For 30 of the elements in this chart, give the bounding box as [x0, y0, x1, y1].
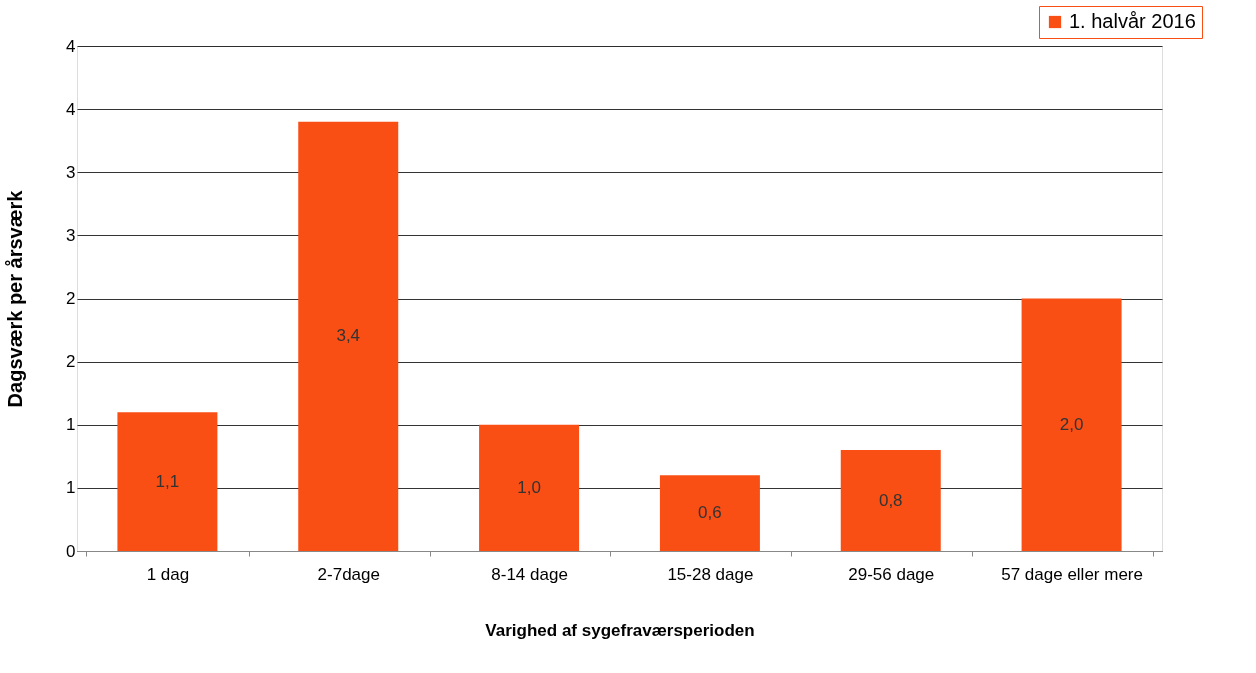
- x-tick-label: 29-56 dage: [848, 564, 935, 584]
- y-tick-label: 0: [66, 541, 76, 561]
- bar: [298, 121, 399, 551]
- legend-label: 1. halvår 2016: [1069, 10, 1196, 32]
- y-tick-label: 1: [66, 478, 76, 498]
- text: 3,4: [336, 326, 361, 346]
- text: 1,1: [155, 471, 180, 491]
- y-axis-title: Dagsværk per årsværk: [4, 189, 27, 408]
- x-tick-label: 15-28 dage: [667, 564, 754, 584]
- bar: [479, 424, 580, 551]
- y-tick-label: 4: [66, 99, 76, 119]
- x-axis-title: Varighed af sygefraværsperioden: [485, 620, 755, 640]
- y-tick-label: 3: [66, 162, 76, 182]
- text: 0,6: [698, 503, 722, 523]
- text: 1,0: [517, 477, 541, 497]
- x-tick-label: 2-7dage: [317, 564, 380, 584]
- y-tick-label: 4: [66, 36, 76, 56]
- bar: [840, 450, 941, 551]
- y-tick-label: 1: [66, 415, 76, 435]
- y-tick-label: 2: [66, 289, 76, 308]
- bar: [659, 475, 760, 551]
- x-tick-label: 57 dage eller mere: [1001, 564, 1143, 584]
- text: 0,8: [878, 490, 903, 510]
- bar: [117, 412, 218, 551]
- y-tick-label: 2: [66, 352, 76, 372]
- text: 2,0: [1059, 414, 1084, 434]
- y-tick-label: 3: [66, 225, 76, 245]
- bar: [1021, 298, 1122, 551]
- x-tick-label: 1 dag: [146, 564, 190, 584]
- x-tick-label: 8-14 dage: [491, 564, 568, 584]
